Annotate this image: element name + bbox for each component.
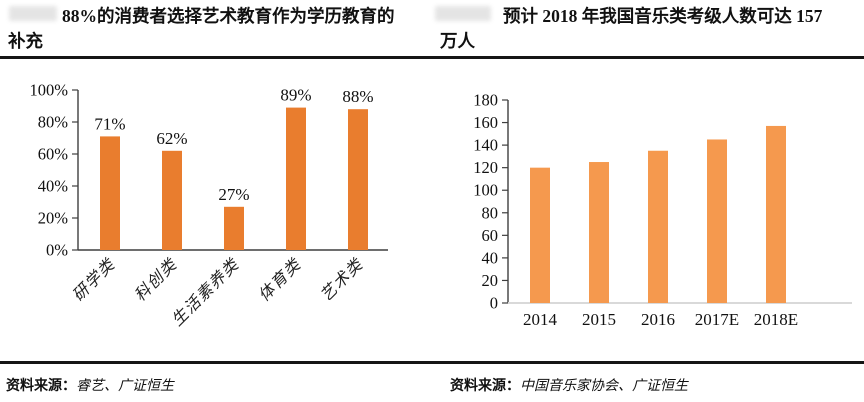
bar-value-label: 27% bbox=[218, 185, 249, 204]
y-tick-label: 0% bbox=[46, 241, 68, 260]
y-tick-label: 100 bbox=[473, 181, 498, 200]
y-tick-label: 100% bbox=[30, 81, 69, 100]
source-label: 资料来源： bbox=[6, 379, 76, 394]
figure-left: 88%的消费者选择艺术教育作为学历教育的 补充 0% 20% 40% 60% 80% 10… bbox=[0, 0, 432, 402]
x-category-label: 2015 bbox=[582, 310, 616, 329]
figure-right-title-line1: 预计 2018 年我国音乐类考级人数可达 157 bbox=[503, 6, 823, 26]
bar-艺术类 bbox=[348, 109, 368, 250]
source-label: 资料来源： bbox=[450, 379, 520, 394]
x-category-label: 生活素养类 bbox=[168, 254, 244, 330]
x-category-label: 体育类 bbox=[254, 254, 305, 305]
bar-2018E bbox=[766, 125, 786, 303]
faded-caption-artifact bbox=[435, 6, 491, 21]
figure-right: 预计 2018 年我国音乐类考级人数可达 157 万人 0 20 40 60 80 100… bbox=[432, 0, 864, 402]
figure-left-title-line1: 88%的消费者选择艺术教育作为学历教育的 bbox=[62, 6, 395, 26]
y-tick-label: 140 bbox=[473, 136, 498, 155]
y-tick-label: 60% bbox=[38, 145, 69, 164]
bar-科创类 bbox=[162, 150, 182, 250]
x-category-label: 2014 bbox=[523, 310, 558, 329]
bar-value-label: 62% bbox=[156, 129, 187, 148]
y-tick-label: 40 bbox=[482, 248, 499, 267]
bar-value-label: 89% bbox=[280, 86, 311, 105]
y-tick-label: 160 bbox=[473, 113, 498, 132]
x-category-label: 2017E bbox=[695, 310, 739, 329]
y-tick-label: 80% bbox=[38, 113, 69, 132]
x-category-label: 2018E bbox=[754, 310, 798, 329]
source-text: 睿艺、广证恒生 bbox=[76, 379, 174, 394]
bar-chart-music-exam: 0 20 40 60 80 100 120 140 160 180 2014 2015 2016 2017… bbox=[473, 91, 852, 329]
y-tick-label: 120 bbox=[473, 158, 498, 177]
y-tick-label: 20% bbox=[38, 209, 69, 228]
y-tick-label: 60 bbox=[482, 226, 499, 245]
bar-2016 bbox=[648, 150, 668, 303]
bar-2017E bbox=[707, 139, 727, 303]
y-tick-label: 0 bbox=[490, 294, 498, 313]
figure-left-title-line2: 补充 bbox=[8, 31, 43, 51]
bar-2015 bbox=[589, 162, 609, 303]
bar-研学类 bbox=[100, 136, 120, 250]
y-tick-label: 80 bbox=[482, 203, 499, 222]
bar-体育类 bbox=[286, 107, 306, 250]
x-category-label: 2016 bbox=[641, 310, 675, 329]
figure-right-title-line2: 万人 bbox=[440, 31, 475, 51]
y-tick-label: 20 bbox=[482, 271, 499, 290]
figure-left-source: 资料来源：睿艺、广证恒生 bbox=[0, 361, 432, 402]
faded-caption-artifact bbox=[9, 6, 57, 21]
bar-chart-education-types: 0% 20% 40% 60% 80% 100% 71% 研学类 62% 科创类 27% 生活素养类 89… bbox=[30, 81, 388, 330]
bar-value-label: 88% bbox=[342, 87, 373, 106]
x-category-label: 科创类 bbox=[130, 254, 181, 305]
bar-生活素养类 bbox=[224, 206, 244, 250]
bar-2014 bbox=[530, 167, 550, 303]
x-category-label: 研学类 bbox=[68, 254, 119, 305]
y-tick-label: 180 bbox=[473, 91, 498, 110]
figure-left-title: 88%的消费者选择艺术教育作为学历教育的 补充 bbox=[0, 0, 432, 59]
x-category-label: 艺术类 bbox=[316, 254, 367, 305]
bar-value-label: 71% bbox=[94, 114, 125, 133]
figure-right-title: 预计 2018 年我国音乐类考级人数可达 157 万人 bbox=[432, 0, 864, 59]
figure-right-source: 资料来源：中国音乐家协会、广证恒生 bbox=[432, 361, 864, 402]
source-text: 中国音乐家协会、广证恒生 bbox=[520, 379, 688, 394]
y-tick-label: 40% bbox=[38, 177, 69, 196]
